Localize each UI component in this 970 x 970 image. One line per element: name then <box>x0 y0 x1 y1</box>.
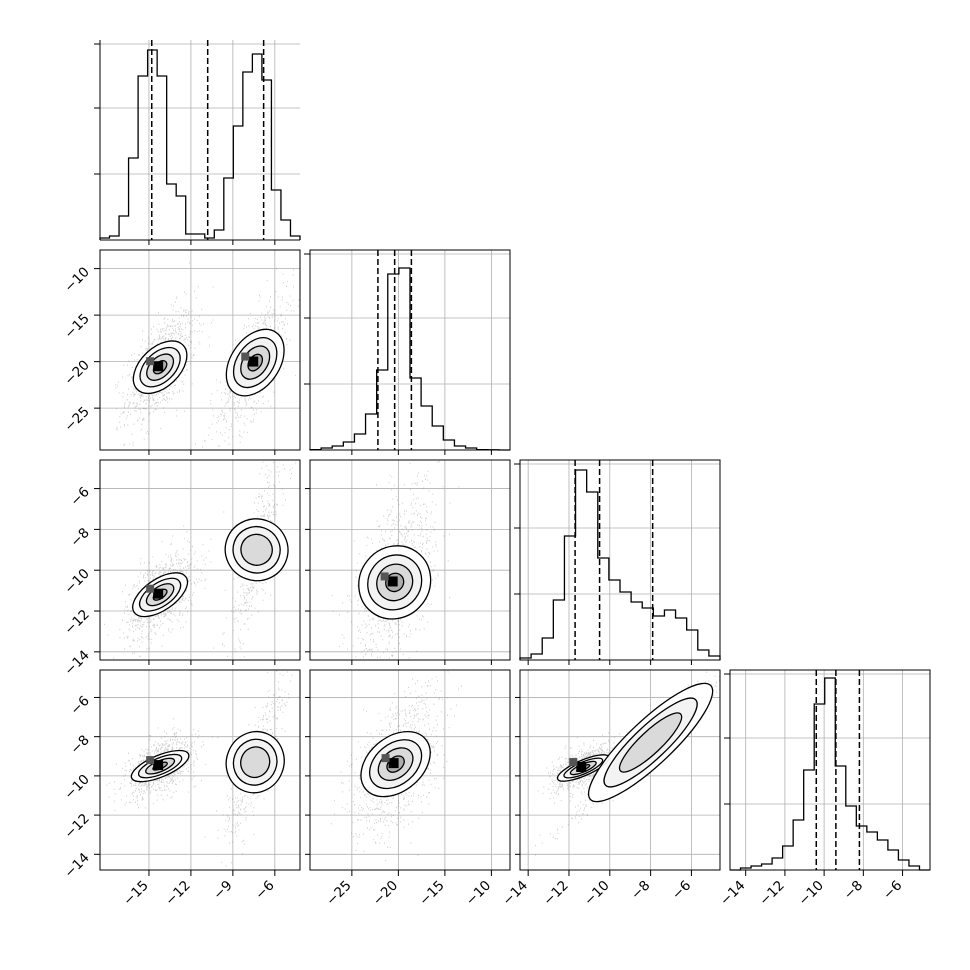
histogram-step <box>519 469 721 660</box>
x-tick-label-3: −10 <box>795 878 826 909</box>
hist-panel-1 <box>304 249 511 451</box>
x-tick-label-2: −6 <box>669 878 694 903</box>
hist-frame <box>729 669 931 871</box>
x-tick-label-1: −10 <box>463 878 494 909</box>
y-tick-label-3: −8 <box>67 732 92 757</box>
scatter-panel-3-1 <box>309 669 511 871</box>
density-core <box>146 756 155 765</box>
x-tick-label-3: −12 <box>756 878 787 909</box>
density-core <box>248 356 259 367</box>
density-core <box>241 352 250 361</box>
panel-frame <box>99 249 301 451</box>
panel-frame <box>99 669 301 871</box>
panel-content <box>310 670 510 870</box>
y-tick-label-2: −10 <box>61 566 92 597</box>
x-tick-label-2: −14 <box>500 878 531 909</box>
y-tick-label-3: −6 <box>67 693 92 718</box>
hist-panel-2 <box>514 459 721 661</box>
histogram-step <box>99 49 301 240</box>
panel-frame <box>309 669 511 871</box>
density-core <box>387 576 398 587</box>
x-tick-label-0: −9 <box>210 878 235 903</box>
hist-panel-3 <box>724 669 931 871</box>
x-tick-label-2: −12 <box>540 878 571 909</box>
panel-content <box>100 460 300 660</box>
y-tick-label-3: −10 <box>61 771 92 802</box>
contour-level <box>618 712 683 773</box>
y-tick-label-2: −8 <box>67 525 92 550</box>
density-core <box>153 760 164 771</box>
contour-level <box>240 533 273 566</box>
hist-frame <box>309 249 511 451</box>
y-tick-label-3: −12 <box>61 811 92 842</box>
scatter-panel-1-0 <box>99 249 301 451</box>
y-tick-label-2: −12 <box>61 607 92 638</box>
y-tick-label-1: −20 <box>61 357 92 388</box>
panel-content <box>520 670 720 870</box>
panel-content <box>100 250 300 450</box>
panel-content <box>100 670 300 870</box>
density-core <box>576 762 587 773</box>
panel-frame <box>519 669 721 871</box>
x-tick-label-2: −8 <box>628 878 653 903</box>
x-tick-label-1: −25 <box>323 878 354 909</box>
histogram-step <box>730 677 930 871</box>
x-tick-label-0: −15 <box>120 878 151 909</box>
hist-panel-0 <box>94 40 301 241</box>
scatter-panel-3-0 <box>99 669 301 871</box>
density-core <box>388 758 399 769</box>
y-tick-label-1: −15 <box>61 311 92 342</box>
density-core <box>153 361 164 372</box>
panel-frame <box>309 459 511 661</box>
y-tick-label-1: −10 <box>61 264 92 295</box>
density-core <box>146 357 155 366</box>
y-tick-label-2: −6 <box>67 484 92 509</box>
y-tick-label-1: −25 <box>61 404 92 435</box>
scatter-panel-3-2 <box>519 669 721 871</box>
histogram-step <box>309 267 510 451</box>
scatter-panel-2-0 <box>99 459 301 661</box>
density-core <box>569 758 578 767</box>
x-tick-label-0: −12 <box>162 878 193 909</box>
x-tick-label-2: −10 <box>581 878 612 909</box>
contour-level <box>240 746 271 779</box>
scatter-panel-2-1 <box>309 459 511 661</box>
hist-bg <box>730 670 930 870</box>
y-tick-label-3: −14 <box>61 850 92 881</box>
y-tick-label-2: −14 <box>61 647 92 678</box>
x-tick-label-1: −20 <box>370 878 401 909</box>
density-core <box>153 588 164 599</box>
x-tick-label-1: −15 <box>416 878 447 909</box>
hist-frame <box>519 459 721 661</box>
x-tick-label-3: −8 <box>841 878 866 903</box>
hist-bg <box>100 40 300 240</box>
panel-content <box>310 460 510 660</box>
x-tick-label-0: −6 <box>252 878 277 903</box>
panel-frame <box>99 459 301 661</box>
density-core <box>380 572 389 581</box>
density-core <box>381 754 390 763</box>
x-tick-label-3: −6 <box>880 878 905 903</box>
x-tick-label-3: −14 <box>717 878 748 909</box>
density-core <box>146 584 155 593</box>
